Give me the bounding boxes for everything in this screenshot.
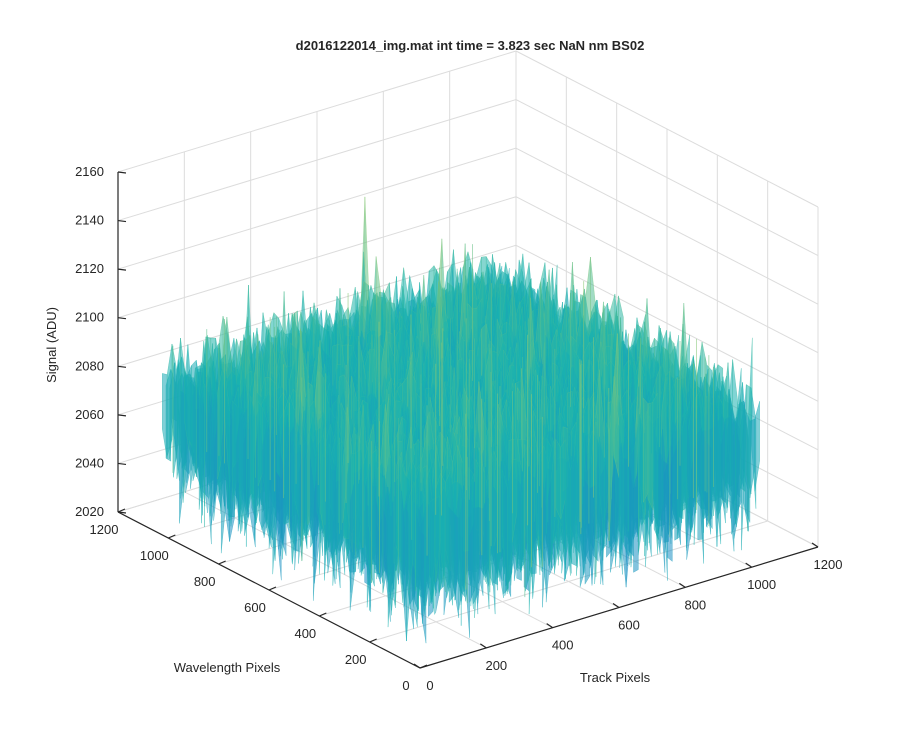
- surface-patch: [439, 486, 444, 592]
- surface-patch: [643, 398, 648, 502]
- surface-patch: [454, 513, 459, 618]
- surface-patch: [633, 469, 638, 572]
- surface-layer: [162, 197, 759, 643]
- surface-patch: [493, 485, 498, 584]
- surface-patch: [648, 403, 653, 510]
- surface-patch: [449, 507, 454, 602]
